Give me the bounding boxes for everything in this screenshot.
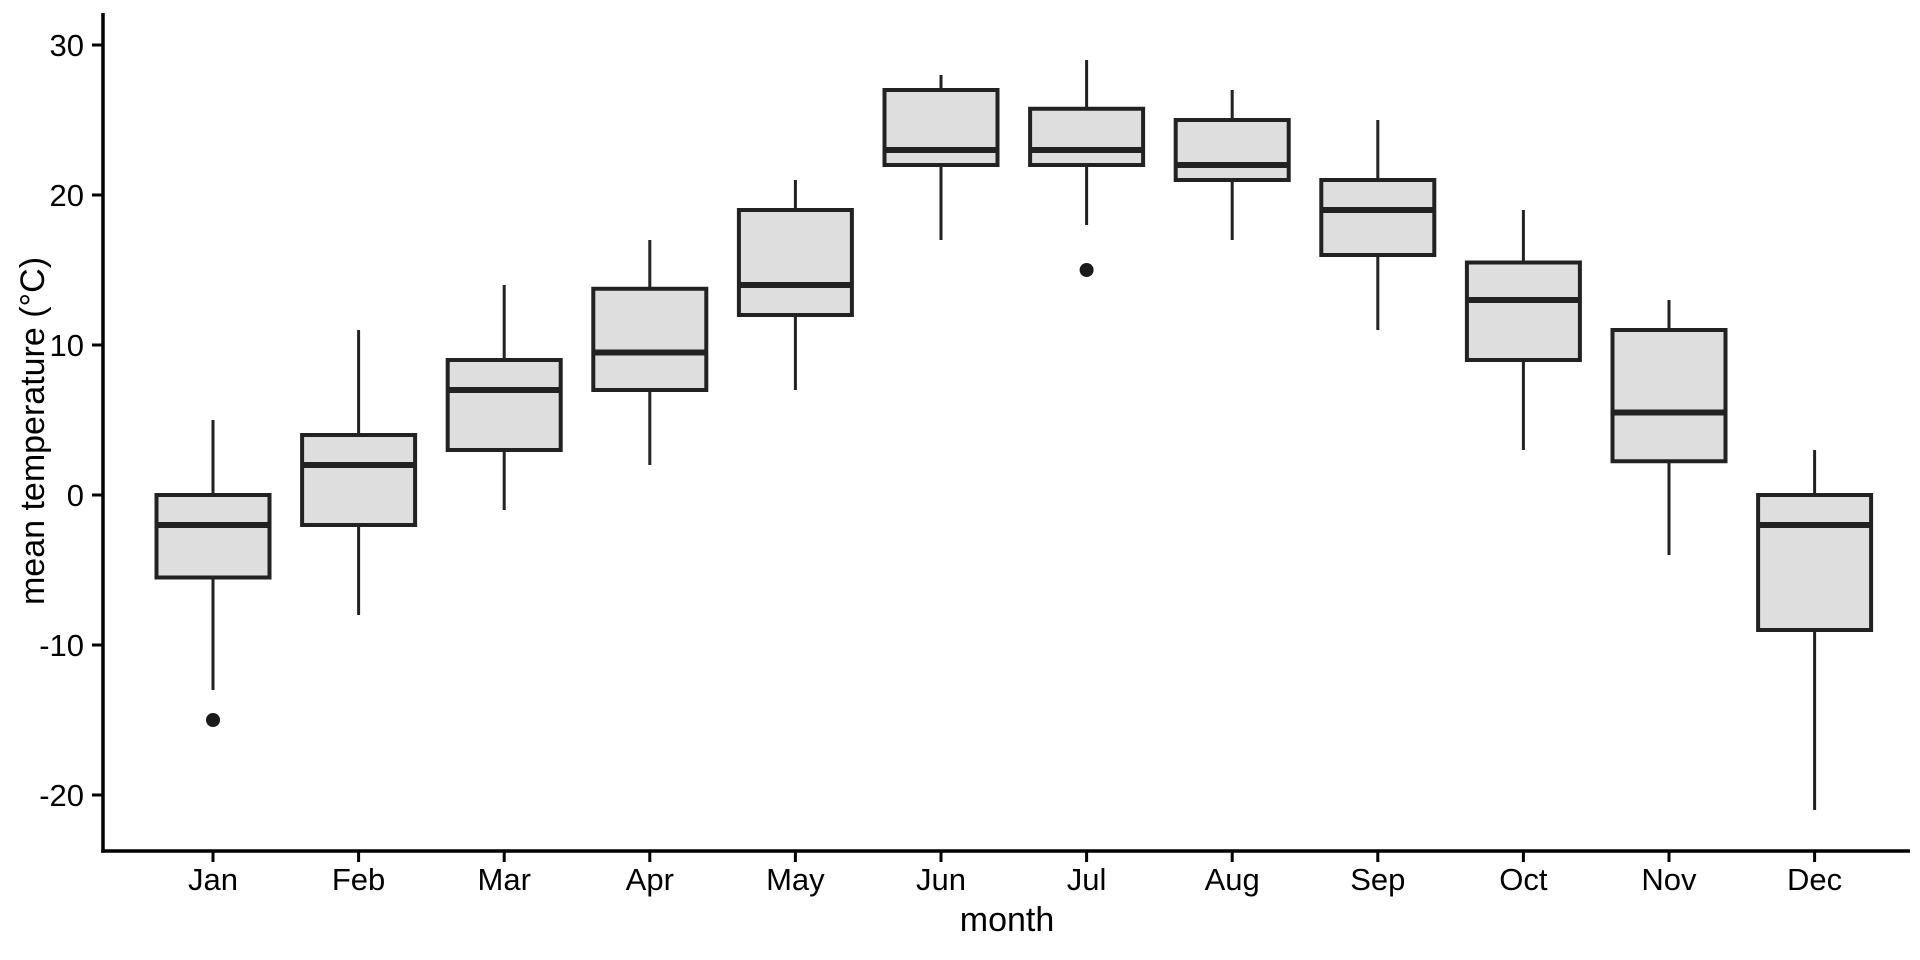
boxplot-aug bbox=[1173, 90, 1291, 240]
x-tick-label: Apr bbox=[626, 862, 674, 897]
y-tick-label: 20 bbox=[50, 178, 84, 213]
boxplot-feb bbox=[300, 330, 418, 615]
y-tick-label: -20 bbox=[39, 778, 84, 813]
boxplot-jun bbox=[882, 75, 1000, 240]
boxplot-jan bbox=[154, 420, 272, 727]
boxplot-nov bbox=[1610, 300, 1728, 555]
boxplot-jul bbox=[1028, 60, 1146, 277]
x-tick-label: Sep bbox=[1350, 862, 1405, 897]
boxes-group bbox=[154, 60, 1874, 810]
box bbox=[882, 88, 1000, 167]
x-tick-label: Jan bbox=[188, 862, 238, 897]
box bbox=[1319, 178, 1437, 257]
y-tick-label: -10 bbox=[39, 628, 84, 663]
y-axis-title: mean temperature (°C) bbox=[14, 257, 52, 605]
x-tick-label: Jun bbox=[916, 862, 966, 897]
x-tick-label: Dec bbox=[1787, 862, 1842, 897]
x-tick-label: Jul bbox=[1067, 862, 1107, 897]
outlier-point bbox=[206, 713, 220, 727]
x-axis-title: month bbox=[960, 901, 1055, 939]
box bbox=[591, 286, 709, 392]
box bbox=[1610, 328, 1728, 464]
y-tick-label: 10 bbox=[50, 328, 84, 363]
y-tick-label: 0 bbox=[67, 478, 84, 513]
x-tick-label: May bbox=[766, 862, 825, 897]
boxplot-apr bbox=[591, 240, 709, 465]
box bbox=[1173, 118, 1291, 182]
x-tick-label: Nov bbox=[1641, 862, 1697, 897]
box bbox=[1756, 493, 1874, 632]
x-tick-label: Mar bbox=[478, 862, 531, 897]
x-tick-label: Aug bbox=[1205, 862, 1260, 897]
box bbox=[154, 493, 272, 580]
boxplot-oct bbox=[1464, 210, 1582, 450]
boxplot-dec bbox=[1756, 450, 1874, 810]
boxplot-may bbox=[736, 180, 854, 390]
x-tick-label: Feb bbox=[332, 862, 385, 897]
y-tick-label: 30 bbox=[50, 28, 84, 63]
box bbox=[1028, 106, 1146, 167]
boxplot-mar bbox=[445, 285, 563, 510]
box bbox=[1464, 260, 1582, 362]
outlier-point bbox=[1079, 263, 1094, 277]
x-tick-label: Oct bbox=[1499, 862, 1548, 897]
box bbox=[736, 208, 854, 317]
box bbox=[445, 358, 563, 452]
axes-group: 30 20 10 0 -10 -20 Jan Feb Mar Apr May Jun Jul Aug Sep… bbox=[39, 13, 1910, 897]
boxplot-sep bbox=[1319, 120, 1437, 330]
box bbox=[300, 433, 418, 527]
